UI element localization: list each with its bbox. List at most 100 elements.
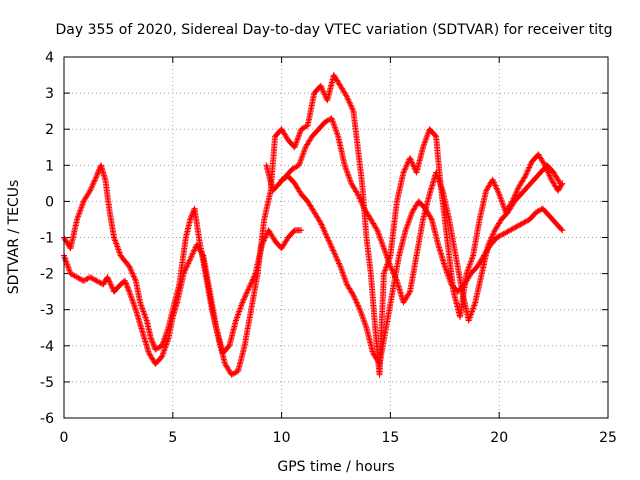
data-point-track-b [260, 238, 267, 245]
y-axis-label: SDTVAR / TECUs [6, 180, 22, 295]
data-point-track-b [96, 279, 103, 286]
data-point-track-c [358, 198, 364, 205]
data-point-track-b [246, 285, 252, 291]
data-point-track-d [350, 292, 357, 299]
data-point-track-b [183, 264, 190, 271]
data-point-track-b [247, 280, 254, 287]
data-point-track-a [231, 370, 238, 377]
data-point-track-b [182, 267, 188, 274]
data-point-track-d [317, 220, 324, 227]
data-point-track-a [93, 173, 100, 180]
data-point-track-a [150, 341, 157, 347]
data-points [61, 72, 566, 378]
data-point-track-a [346, 99, 353, 106]
data-point-track-a [127, 266, 134, 273]
data-point-track-a [514, 186, 521, 193]
data-point-track-a [522, 173, 529, 180]
data-point-track-b [244, 287, 251, 294]
data-point-track-d [516, 222, 523, 229]
data-point-track-b [250, 274, 257, 281]
data-point-track-b [189, 251, 196, 258]
data-point-track-b [80, 277, 87, 284]
data-point-track-a [400, 169, 407, 176]
data-point-track-d [499, 231, 506, 238]
data-point-track-a [126, 263, 133, 270]
data-point-track-c [489, 231, 496, 238]
data-point-track-d [326, 240, 333, 247]
x-axis-label: GPS time / hours [277, 459, 394, 475]
data-point-track-a [89, 183, 96, 190]
data-point-track-d [504, 228, 511, 235]
y-axis-ticks: -6 -5 -4 -3 -2 -1 0 1 2 3 4 [40, 50, 608, 427]
data-point-track-a [547, 175, 554, 182]
data-point-track-a [547, 173, 554, 180]
data-point-track-d [330, 247, 337, 254]
data-point-track-c [289, 165, 296, 172]
data-point-track-d [334, 257, 341, 264]
data-point-track-b [105, 275, 112, 282]
data-point-track-a [302, 124, 309, 130]
data-point-track-c [373, 225, 380, 232]
data-point-track-a [347, 102, 354, 109]
x-tick-label: 10 [273, 430, 291, 446]
data-point-track-c [488, 234, 495, 241]
data-point-track-d [533, 209, 540, 216]
data-point-track-b [190, 248, 197, 255]
data-point-track-b [185, 259, 192, 265]
data-point-track-b [187, 254, 194, 261]
data-point-track-d [281, 175, 288, 182]
data-point-track-b [184, 261, 191, 268]
data-point-track-d [319, 224, 326, 231]
data-point-track-d [353, 299, 360, 306]
data-point-track-d [278, 176, 285, 183]
data-point-track-a [491, 181, 498, 188]
data-point-track-d [322, 230, 329, 237]
data-point-track-d [356, 305, 363, 312]
data-point-track-d [323, 233, 330, 240]
data-point-track-b [121, 277, 128, 284]
data-point-track-a [513, 189, 520, 196]
data-point-track-a [320, 88, 327, 95]
data-point-track-a [345, 96, 352, 103]
x-tick-label: 25 [599, 430, 617, 446]
data-point-track-a [409, 160, 416, 167]
data-point-track-a [152, 346, 159, 353]
data-point-track-a [403, 162, 410, 169]
y-tick-label: 2 [45, 122, 54, 138]
data-point-track-a [408, 158, 415, 164]
data-point-track-a [232, 369, 239, 376]
data-point-track-d [331, 250, 338, 257]
data-point-track-b [123, 280, 129, 287]
data-point-track-c [557, 180, 564, 187]
data-point-track-a [407, 155, 413, 162]
data-point-track-d [336, 260, 342, 267]
data-point-track-d [355, 302, 361, 309]
data-point-track-d [325, 237, 332, 244]
data-point-track-c [387, 263, 394, 270]
data-point-track-a [92, 176, 99, 182]
data-point-track-a [128, 269, 135, 276]
data-point-track-a [545, 171, 552, 177]
data-point-track-d [427, 215, 434, 222]
data-point-track-a [148, 335, 154, 342]
data-point-track-c [293, 163, 300, 170]
data-point-track-a [492, 184, 499, 190]
data-point-track-d [279, 176, 286, 182]
data-point-track-b [76, 275, 83, 282]
data-point-track-b [241, 295, 248, 302]
data-point-track-b [251, 272, 258, 278]
data-point-track-a [525, 165, 532, 172]
data-point-track-b [298, 227, 305, 234]
y-tick-label: -3 [40, 303, 54, 319]
y-tick-label: 3 [45, 86, 54, 102]
data-point-track-d [328, 243, 335, 250]
data-point-track-b [186, 257, 193, 264]
chart-title: Day 355 of 2020, Sidereal Day-to-day VTE… [56, 22, 613, 38]
data-point-track-a [319, 85, 326, 92]
data-point-track-d [321, 227, 327, 234]
data-point-track-a [490, 178, 497, 185]
plot-frame [63, 56, 609, 419]
data-point-track-b [81, 277, 88, 284]
data-point-track-c [324, 117, 331, 124]
